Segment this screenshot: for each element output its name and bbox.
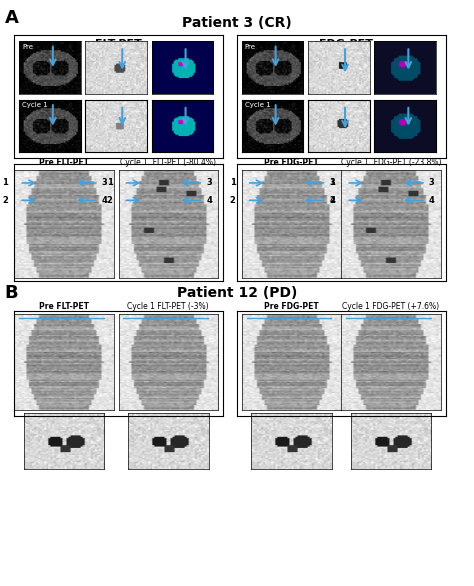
Text: Cycle 1 FDG-PET (+7.6%): Cycle 1 FDG-PET (+7.6%) <box>343 302 439 311</box>
Text: 2: 2 <box>329 196 335 205</box>
Text: A: A <box>5 9 18 27</box>
Text: 1: 1 <box>329 179 335 188</box>
Text: Patient 3 (CR): Patient 3 (CR) <box>182 16 292 30</box>
Text: FDG-PET: FDG-PET <box>319 39 373 49</box>
Text: 4: 4 <box>329 196 335 205</box>
Text: 4: 4 <box>102 196 108 205</box>
Text: Cycle 1 FLT-PET (-3%): Cycle 1 FLT-PET (-3%) <box>128 302 209 311</box>
Text: Pre: Pre <box>22 43 33 50</box>
Text: Cycle 1: Cycle 1 <box>245 102 271 108</box>
Text: 2: 2 <box>230 196 236 205</box>
Text: Pre FDG-PET: Pre FDG-PET <box>264 302 319 311</box>
Text: 4: 4 <box>429 196 435 205</box>
Text: Cycle 1  FDG-PET (-23.8%): Cycle 1 FDG-PET (-23.8%) <box>341 158 441 167</box>
Text: 3: 3 <box>429 179 435 188</box>
Text: 3: 3 <box>102 179 108 188</box>
Text: 3: 3 <box>206 179 212 188</box>
Text: 1: 1 <box>230 179 236 188</box>
Text: 2: 2 <box>107 196 112 205</box>
Text: Pre: Pre <box>245 43 256 50</box>
Text: FLT-PET: FLT-PET <box>95 39 142 49</box>
Text: B: B <box>5 284 18 302</box>
Text: Cycle 1: Cycle 1 <box>22 102 48 108</box>
Text: Pre FLT-PET: Pre FLT-PET <box>39 302 89 311</box>
Text: 1: 1 <box>107 179 112 188</box>
Text: Pre FDG-PET: Pre FDG-PET <box>264 158 319 167</box>
Text: Cycle 1  FLT-PET (-80.4%): Cycle 1 FLT-PET (-80.4%) <box>120 158 216 167</box>
Text: 1: 1 <box>2 179 8 188</box>
Text: Pre FLT-PET: Pre FLT-PET <box>39 158 89 167</box>
Text: 2: 2 <box>2 196 8 205</box>
Text: 4: 4 <box>206 196 212 205</box>
Text: Patient 12 (PD): Patient 12 (PD) <box>177 286 297 300</box>
Text: 3: 3 <box>329 179 335 188</box>
